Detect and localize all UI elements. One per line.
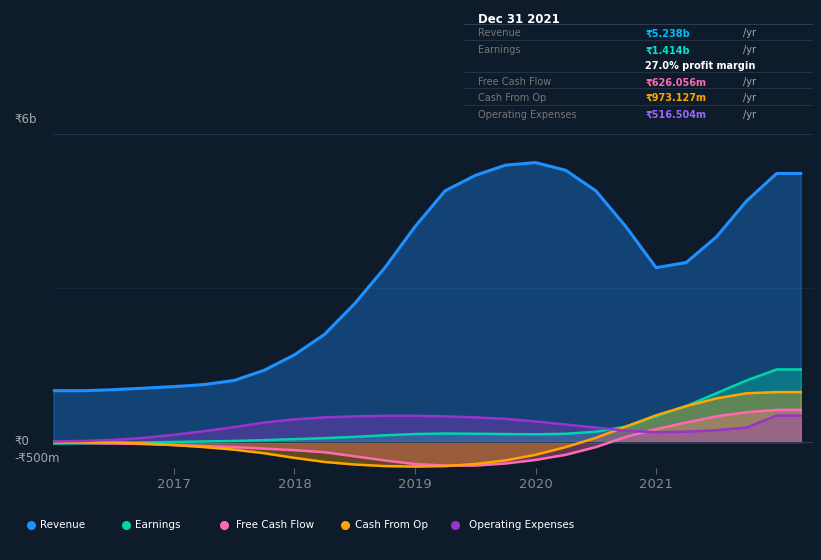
Text: ₹5.238b: ₹5.238b <box>645 28 690 38</box>
Text: Operating Expenses: Operating Expenses <box>469 520 574 530</box>
Text: /yr: /yr <box>743 93 756 103</box>
Text: Earnings: Earnings <box>135 520 181 530</box>
Text: Cash From Op: Cash From Op <box>478 93 546 103</box>
Text: Revenue: Revenue <box>40 520 85 530</box>
Text: /yr: /yr <box>743 110 756 119</box>
Text: ₹0: ₹0 <box>15 436 30 449</box>
Text: ₹1.414b: ₹1.414b <box>645 45 690 55</box>
Text: ₹973.127m: ₹973.127m <box>645 93 706 103</box>
Text: Free Cash Flow: Free Cash Flow <box>236 520 314 530</box>
Text: -₹500m: -₹500m <box>15 452 60 465</box>
Text: /yr: /yr <box>743 45 756 55</box>
Text: Dec 31 2021: Dec 31 2021 <box>478 13 560 26</box>
Text: ₹516.504m: ₹516.504m <box>645 110 706 119</box>
Text: Operating Expenses: Operating Expenses <box>478 110 576 119</box>
Text: /yr: /yr <box>743 28 756 38</box>
Text: /yr: /yr <box>743 77 756 87</box>
Text: 27.0% profit margin: 27.0% profit margin <box>645 61 755 71</box>
Text: Cash From Op: Cash From Op <box>355 520 428 530</box>
Text: ₹626.056m: ₹626.056m <box>645 77 706 87</box>
Text: Earnings: Earnings <box>478 45 521 55</box>
Text: Revenue: Revenue <box>478 28 521 38</box>
Text: ₹6b: ₹6b <box>15 113 37 126</box>
Text: Free Cash Flow: Free Cash Flow <box>478 77 551 87</box>
